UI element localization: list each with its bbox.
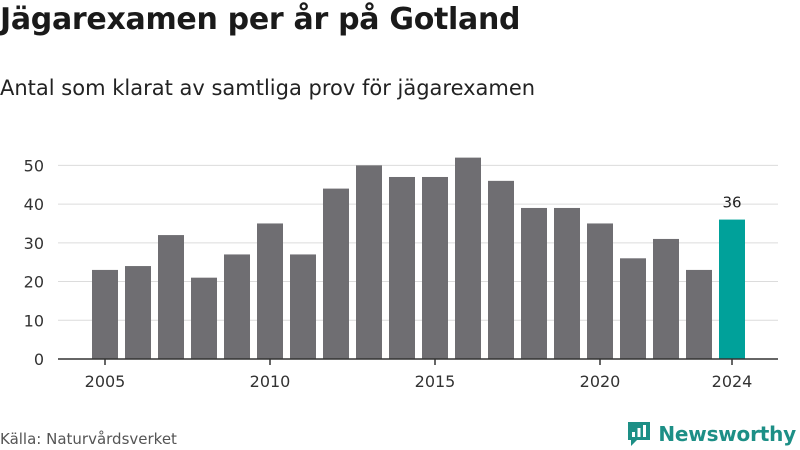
bar-2006	[125, 266, 151, 359]
source-note: Källa: Naturvårdsverket	[0, 430, 177, 448]
y-tick-label: 20	[24, 273, 44, 292]
bar-2021	[620, 258, 646, 359]
y-tick-label: 0	[34, 350, 44, 369]
chart-subtitle: Antal som klarat av samtliga prov för jä…	[0, 76, 536, 100]
bar-2023	[686, 269, 712, 359]
x-tick-label: 2020	[580, 372, 621, 391]
bar-2008	[191, 277, 217, 359]
bar-2010	[257, 223, 283, 359]
brand-logo: Newsworthy	[626, 419, 796, 449]
bar-2012	[323, 188, 349, 359]
data-label-2024: 36	[722, 194, 741, 212]
brand-name: Newsworthy	[658, 422, 796, 446]
bar-2020	[587, 223, 613, 359]
x-tick-label: 2005	[85, 372, 126, 391]
y-tick-label: 40	[24, 195, 44, 214]
bar-2024	[719, 219, 745, 359]
bar-2013	[356, 165, 382, 359]
bar-2014	[389, 176, 415, 359]
x-tick-label: 2015	[415, 372, 456, 391]
bar-2016	[455, 157, 481, 359]
bar-chart: 0 10 20 30 40 50 36 2005 2010 2015 2020 2024	[24, 156, 778, 391]
bar-2018	[521, 207, 547, 359]
bar-2019	[554, 207, 580, 359]
bar-2011	[290, 254, 316, 359]
bar-2017	[488, 180, 514, 359]
bar-2015	[422, 176, 448, 359]
bar-2009	[224, 254, 250, 359]
y-tick-label: 50	[24, 156, 44, 175]
y-tick-label: 10	[24, 311, 44, 330]
newsworthy-logo-icon	[628, 422, 651, 446]
x-tick-label: 2010	[250, 372, 291, 391]
bar-2005	[92, 269, 118, 359]
bar-2022	[653, 238, 679, 359]
y-tick-label: 30	[24, 234, 44, 253]
x-tick-label: 2024	[712, 372, 753, 391]
bar-2007	[158, 235, 184, 359]
chart-title: Jägarexamen per år på Gotland	[0, 2, 521, 37]
